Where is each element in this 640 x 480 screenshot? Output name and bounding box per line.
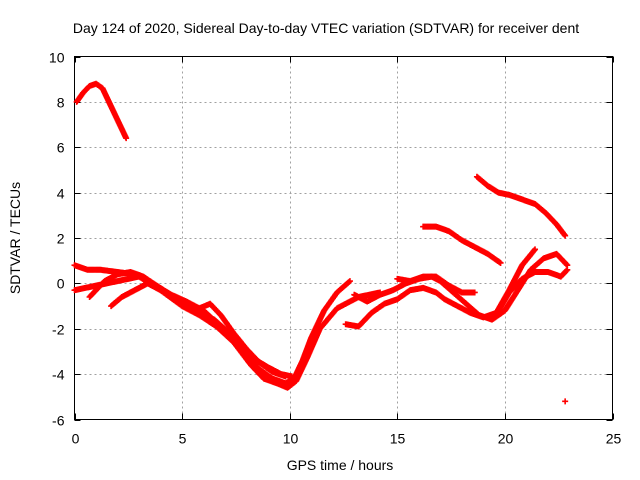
x-tick-label: 15 — [390, 431, 406, 447]
data-point — [564, 266, 571, 273]
data-point — [497, 259, 504, 266]
y-tick-label: -6 — [52, 413, 65, 429]
data-points — [71, 80, 571, 405]
x-axis-label: GPS time / hours — [287, 457, 394, 473]
x-tick-label: 10 — [283, 431, 299, 447]
axis-ticks: 0 5 10 15 20 25 -6 -4 -2 0 2 4 6 8 10 — [49, 50, 622, 447]
y-tick-label: 10 — [49, 50, 65, 66]
x-tick-label: 25 — [606, 431, 622, 447]
y-tick-label: -2 — [52, 322, 65, 338]
series-track-early-high — [73, 80, 130, 142]
data-point — [563, 267, 570, 274]
y-tick-label: 8 — [57, 95, 65, 111]
data-point — [471, 289, 478, 296]
series-track-rising — [108, 280, 289, 380]
y-tick-label: 6 — [57, 140, 65, 156]
y-tick-label: 4 — [57, 186, 65, 202]
data-point — [562, 232, 569, 239]
data-point — [288, 373, 295, 380]
y-tick-label: -4 — [52, 367, 65, 383]
y-tick-label: 2 — [57, 231, 65, 247]
chart-title: Day 124 of 2020, Sidereal Day-to-day VTE… — [73, 20, 579, 36]
y-axis-label: SDTVAR / TECUs — [7, 182, 23, 294]
x-tick-label: 20 — [498, 431, 514, 447]
series-outlier — [562, 398, 569, 405]
series-track-late-high — [473, 173, 569, 239]
data-point — [346, 278, 353, 285]
y-tick-label: 0 — [57, 276, 65, 292]
series-track-mid-high — [420, 223, 504, 266]
grid — [74, 56, 613, 420]
x-tick-label: 0 — [72, 431, 80, 447]
x-tick-label: 5 — [179, 431, 187, 447]
data-point — [282, 373, 289, 380]
series-track-afternoon-c — [394, 273, 478, 296]
data-point — [562, 398, 569, 405]
series-track-late-low — [493, 266, 571, 319]
data-point — [532, 246, 539, 253]
data-point — [123, 135, 130, 142]
